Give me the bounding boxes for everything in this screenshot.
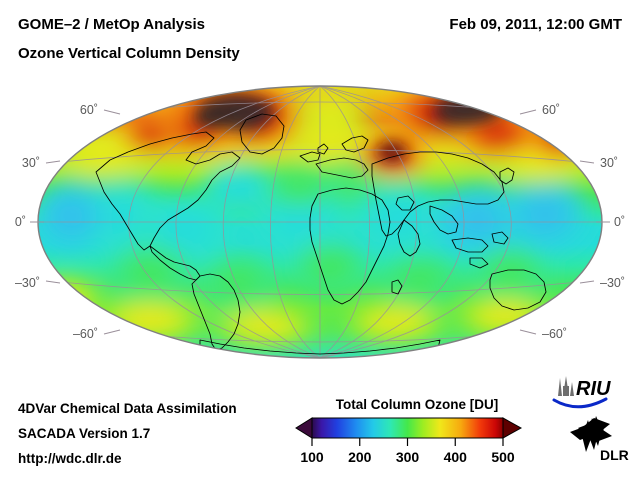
lat-label-right-m30: –30˚ bbox=[600, 276, 625, 290]
colorbar-tick-500: 500 bbox=[491, 449, 515, 465]
lat-label-left-m60: –60˚ bbox=[73, 327, 98, 341]
lat-label-left-m30: –30˚ bbox=[15, 276, 40, 290]
graticule bbox=[38, 86, 602, 358]
logo-block: RIU DLR bbox=[548, 374, 640, 472]
page-title: GOME–2 / MetOp Analysis bbox=[18, 16, 205, 33]
colorbar-tick-400: 400 bbox=[444, 449, 468, 465]
colorbar-svg: Total Column Ozone [DU] 100 200 300 400 … bbox=[295, 397, 523, 465]
latitude-ticks bbox=[30, 109, 610, 335]
colorbar-gradient bbox=[311, 417, 504, 439]
dlr-pinwheel-icon bbox=[570, 416, 612, 452]
colorbar-tick-100: 100 bbox=[300, 449, 324, 465]
riu-wordmark: RIU bbox=[576, 378, 611, 400]
map-svg: 60˚ 30˚ 0˚ –30˚ –60˚ 60˚ 30˚ 0˚ –30˚ –60… bbox=[15, 85, 625, 359]
footer-line-method: 4DVar Chemical Data Assimilation bbox=[18, 401, 237, 416]
colorbar-high-cap bbox=[502, 417, 523, 439]
colorbar-ticks bbox=[311, 438, 504, 446]
dlr-wordmark: DLR bbox=[600, 447, 629, 463]
riu-logo: RIU bbox=[552, 376, 611, 409]
colorbar-low-cap bbox=[295, 417, 313, 439]
page-subtitle: Ozone Vertical Column Density bbox=[18, 45, 240, 62]
footer-line-version: SACADA Version 1.7 bbox=[18, 426, 151, 441]
colorbar: Total Column Ozone [DU] 100 200 300 400 … bbox=[290, 396, 545, 474]
colorbar-tick-300: 300 bbox=[396, 449, 420, 465]
dlr-logo: DLR bbox=[570, 416, 629, 463]
lat-label-right-0: 0˚ bbox=[614, 215, 625, 229]
lat-label-left-0: 0˚ bbox=[15, 215, 26, 229]
footer-line-url: http://wdc.dlr.de bbox=[18, 451, 122, 466]
lat-label-right-60: 60˚ bbox=[542, 103, 560, 117]
colorbar-tick-200: 200 bbox=[348, 449, 372, 465]
riu-wave-icon bbox=[552, 397, 608, 409]
colorbar-tick-labels: 100 200 300 400 500 bbox=[300, 449, 515, 465]
riu-towers-icon bbox=[558, 376, 574, 396]
lat-label-left-60: 60˚ bbox=[80, 103, 98, 117]
logos-svg: RIU DLR bbox=[552, 376, 629, 463]
colorbar-title: Total Column Ozone [DU] bbox=[336, 397, 498, 412]
lat-label-right-30: 30˚ bbox=[600, 156, 618, 170]
lat-label-left-30: 30˚ bbox=[22, 156, 40, 170]
lat-label-right-m60: –60˚ bbox=[542, 327, 567, 341]
global-ozone-map: 60˚ 30˚ 0˚ –30˚ –60˚ 60˚ 30˚ 0˚ –30˚ –60… bbox=[0, 68, 640, 388]
date-stamp: Feb 09, 2011, 12:00 GMT bbox=[449, 16, 622, 33]
latitude-labels: 60˚ 30˚ 0˚ –30˚ –60˚ 60˚ 30˚ 0˚ –30˚ –60… bbox=[15, 103, 625, 341]
